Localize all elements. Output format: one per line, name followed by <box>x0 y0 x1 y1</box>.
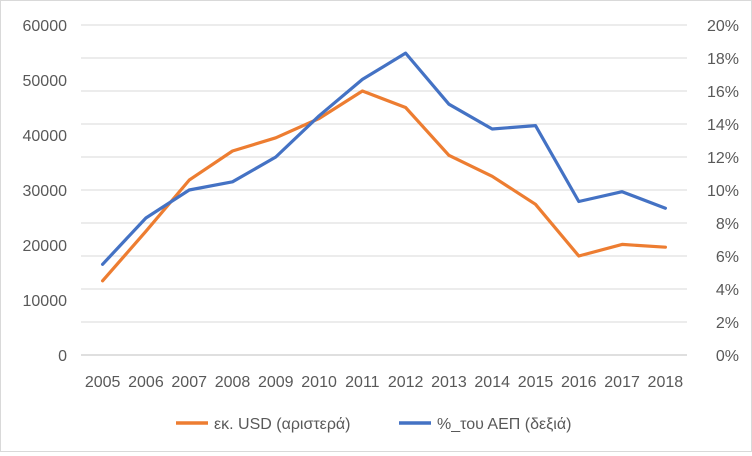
legend-label-usd: εκ. USD (αριστερά) <box>214 416 351 433</box>
series-lines <box>100 51 668 283</box>
right-tick-label: 8% <box>716 216 739 233</box>
right-tick-label: 20% <box>707 18 739 35</box>
left-tick-label: 50000 <box>23 73 68 90</box>
series-line-gdp <box>100 51 668 266</box>
x-tick-label: 2017 <box>604 374 640 391</box>
left-tick-label: 0 <box>58 348 67 365</box>
right-axis-tick-labels: 0% 2% 4% 6% 8% 10% 12% 14% 16% 18% 20% <box>707 18 739 365</box>
x-tick-label: 2009 <box>258 374 294 391</box>
right-tick-label: 10% <box>707 183 739 200</box>
x-tick-label: 2006 <box>128 374 164 391</box>
right-tick-label: 0% <box>716 348 739 365</box>
right-tick-label: 6% <box>716 249 739 266</box>
x-axis-tick-labels: 2005 2006 2007 2008 2009 2010 2011 2012 2013 2014… <box>85 374 683 391</box>
left-tick-label: 20000 <box>23 238 68 255</box>
left-tick-label: 30000 <box>23 183 68 200</box>
x-tick-label: 2016 <box>561 374 597 391</box>
x-tick-label: 2012 <box>388 374 424 391</box>
right-tick-label: 16% <box>707 84 739 101</box>
x-tick-label: 2013 <box>431 374 467 391</box>
series-line-usd <box>100 89 668 283</box>
left-axis-tick-labels: 0 10000 20000 30000 40000 50000 60000 <box>23 18 68 365</box>
right-tick-label: 2% <box>716 315 739 332</box>
x-tick-label: 2010 <box>301 374 337 391</box>
gridlines <box>81 24 687 356</box>
x-tick-label: 2007 <box>171 374 207 391</box>
x-tick-label: 2018 <box>648 374 684 391</box>
left-tick-label: 60000 <box>23 18 68 35</box>
left-tick-label: 10000 <box>23 293 68 310</box>
right-tick-label: 4% <box>716 282 739 299</box>
right-tick-label: 14% <box>707 117 739 134</box>
right-tick-label: 18% <box>707 51 739 68</box>
x-tick-label: 2011 <box>345 374 380 391</box>
x-tick-label: 2005 <box>85 374 121 391</box>
left-tick-label: 40000 <box>23 128 68 145</box>
legend: εκ. USD (αριστερά) %_του ΑΕΠ (δεξιά) <box>176 416 571 433</box>
right-tick-label: 12% <box>707 150 739 167</box>
legend-label-gdp: %_του ΑΕΠ (δεξιά) <box>437 416 571 433</box>
x-tick-label: 2015 <box>518 374 554 391</box>
x-tick-label: 2014 <box>474 374 510 391</box>
x-tick-label: 2008 <box>215 374 251 391</box>
